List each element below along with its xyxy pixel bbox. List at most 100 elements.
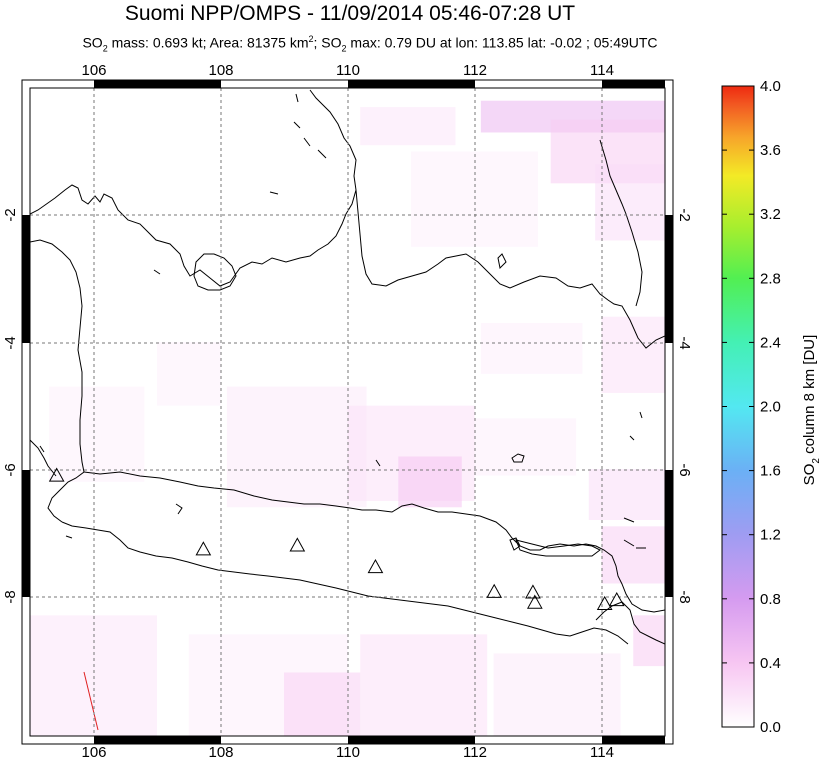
- so2-cell: [588, 469, 665, 520]
- map-subtitle: SO2 mass: 0.693 kt; Area: 81375 km2; SO2…: [0, 34, 740, 53]
- subtitle-subscript: 2: [341, 43, 347, 54]
- volcano-triangle-icon: [608, 592, 625, 607]
- bangka-island: [193, 253, 237, 291]
- volcano-triangle-icon: [526, 594, 543, 609]
- volcano-markers: [48, 467, 625, 610]
- kepulauan-seribu: [509, 537, 521, 551]
- lon-label: 112: [463, 62, 487, 79]
- so2-cell: [480, 323, 583, 374]
- so2-cell: [226, 386, 367, 508]
- lat-label: -6: [676, 463, 693, 476]
- colorbar-tick-label: 3.2: [760, 206, 781, 223]
- volcano-triangle-icon: [48, 467, 65, 482]
- volcano-triangle-icon: [486, 583, 503, 598]
- so2-cell: [493, 653, 621, 736]
- map-frame-inner: [29, 87, 666, 737]
- so2-cell: [633, 615, 665, 667]
- so2-cell: [49, 386, 145, 482]
- so2-cell: [398, 456, 462, 508]
- so2-cell: [360, 634, 488, 736]
- volcano-triangle-icon: [525, 584, 541, 599]
- top-bar: [602, 80, 665, 88]
- lon-label: 106: [81, 744, 106, 759]
- java-south-coast: [61, 521, 629, 645]
- islets-west: [39, 445, 183, 539]
- lon-label: 108: [208, 744, 233, 759]
- lat-label: -8: [676, 590, 693, 603]
- borneo-east-coast: [599, 139, 643, 307]
- left-bar: [22, 215, 30, 343]
- bottom-bar: [602, 736, 665, 744]
- lon-labels-bottom: 106 108 110 112 114: [81, 744, 613, 759]
- colorbar-tick-label: 2.4: [760, 334, 781, 351]
- so2-cell: [284, 672, 361, 736]
- lat-label: -4: [676, 336, 693, 349]
- colorbar-tick-label: 3.6: [760, 142, 781, 159]
- volcano-triangle-icon: [596, 595, 613, 610]
- so2-cell: [474, 418, 577, 476]
- colorbar-label-part: column 8 km [DU]: [801, 335, 818, 458]
- map-frame-outer: [21, 79, 674, 745]
- so2-cell: [157, 342, 221, 406]
- so2-cell: [601, 526, 665, 584]
- frame-bars: [22, 80, 673, 744]
- subtitle-subscript: 2: [102, 43, 108, 54]
- top-bar: [94, 80, 221, 88]
- lon-label: 114: [590, 62, 614, 79]
- colorbar-ticks: 0.0 0.4 0.8 1.2 1.6 2.0 2.4 2.8 3.2 3.6 4.0: [722, 78, 781, 736]
- madura-island: [515, 539, 601, 557]
- lat-label: -4: [2, 336, 19, 349]
- volcano-triangle-icon: [195, 541, 212, 556]
- lat-label: -6: [2, 463, 19, 476]
- subtitle-part: mass: 0.693 kt; Area: 81375 km: [107, 34, 309, 51]
- lat-labels-right: -2 -4 -6 -8: [676, 208, 693, 603]
- bottom-bar: [348, 736, 475, 744]
- java-north-coast: [83, 471, 665, 613]
- lon-label: 106: [81, 62, 106, 79]
- subtitle-superscript: 2: [308, 34, 314, 44]
- volcano-red-trace: [83, 671, 99, 731]
- karimunjawa: [511, 453, 525, 463]
- lon-label: 110: [336, 744, 360, 759]
- lon-label: 112: [463, 744, 487, 759]
- so2-cell: [595, 164, 665, 241]
- lon-label: 110: [336, 62, 360, 79]
- so2-cell: [360, 107, 456, 146]
- left-bar: [22, 470, 30, 597]
- colorbar-label-subscript: 2: [811, 458, 822, 464]
- lon-label: 114: [590, 744, 614, 759]
- belitung-small: [497, 253, 507, 270]
- lat-label: -2: [2, 208, 19, 221]
- so2-cell: [601, 316, 665, 393]
- colorbar-tick-label: 1.2: [760, 527, 781, 544]
- colorbar-tick-label: 2.0: [760, 399, 781, 416]
- lat-labels-left: -2 -4 -6 -8: [2, 208, 19, 603]
- subtitle-part: SO: [82, 34, 103, 51]
- colorbar-label-part: SO: [801, 464, 818, 486]
- graticule: [30, 88, 665, 736]
- colorbar-tick-label: 0.0: [760, 719, 781, 736]
- map-title: Suomi NPP/OMPS - 11/09/2014 05:46-07:28 …: [124, 2, 576, 25]
- colorbar: 0.0 0.4 0.8 1.2 1.6 2.0 2.4 2.8 3.2 3.6 4.0 SO2 co…: [721, 78, 822, 736]
- lat-label: -8: [2, 590, 19, 603]
- islets-north: [153, 93, 646, 549]
- colorbar-tick-label: 4.0: [760, 78, 781, 95]
- sumatra-coastline: [30, 239, 85, 523]
- colorbar-tick-label: 1.6: [760, 463, 781, 480]
- bottom-bar: [94, 736, 221, 744]
- colorbar-gradient: [721, 85, 755, 728]
- top-bar: [348, 80, 475, 88]
- so2-cell: [30, 615, 157, 736]
- subtitle-part: ; SO: [313, 34, 342, 51]
- right-bar: [665, 215, 673, 343]
- so2-cells-layer: [30, 100, 665, 736]
- colorbar-tick-label: 0.8: [760, 591, 781, 608]
- volcano-triangle-icon: [289, 537, 306, 552]
- colorbar-tick-label: 0.4: [760, 655, 781, 672]
- lat-label: -2: [676, 208, 693, 221]
- right-bar: [665, 470, 673, 597]
- colorbar-tick-label: 2.8: [760, 270, 781, 287]
- subtitle-part: max: 0.79 DU at lon: 113.85 lat: -0.02 ;…: [346, 34, 658, 51]
- lon-label: 108: [208, 62, 233, 79]
